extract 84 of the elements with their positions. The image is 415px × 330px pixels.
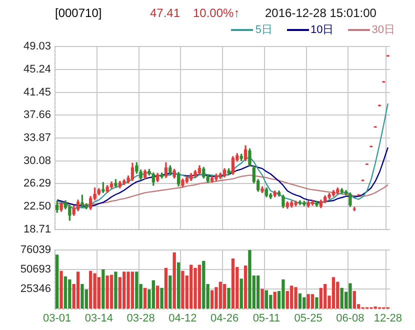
bar [110,274,114,309]
bar [97,277,101,309]
bar [273,292,276,309]
bar [76,272,80,309]
y-tick-label: 33.87 [23,132,51,144]
x-tick-label: 04-12 [168,312,197,324]
y-tick-label: 18.71 [23,223,51,236]
bar [340,288,344,309]
bar [248,250,252,309]
bar [164,268,168,309]
bar [264,290,268,309]
bar [56,254,59,309]
x-tick-label: 03-14 [84,312,114,324]
bar [102,269,105,309]
y-tick-label: 25346 [20,283,51,296]
bar [202,260,206,309]
bar [310,294,314,309]
text: 2016-12-28 15:01:00 [265,6,376,20]
bar [152,280,155,309]
bar [68,279,72,309]
bar [294,287,298,309]
bar [122,272,126,309]
bar [93,273,96,309]
bar [332,277,336,309]
bar [223,284,226,309]
legend-label: 10日 [310,23,334,37]
y-tick-label: 41.45 [23,86,51,98]
bar [80,284,84,309]
bar [319,288,322,309]
bar [89,270,92,309]
bar [172,252,176,309]
bar [198,264,202,309]
chart-title: [000710] [55,6,102,20]
x-tick-label: 03-28 [126,312,155,324]
text: 10.00%↑ [193,6,240,20]
y-tick-label: 45.24 [23,63,51,76]
bar [227,288,230,309]
bar [135,272,138,309]
bar [160,288,164,309]
bar [60,270,63,309]
bar [181,270,184,309]
y-tick-label: 76039 [20,244,51,256]
bar [306,294,310,309]
bar [315,297,318,309]
x-tick-label: 05-25 [294,312,322,324]
bar [290,286,294,309]
bar [231,258,235,309]
bar [106,276,109,309]
bar [282,279,285,309]
bar [298,293,302,309]
text: 47.41 [150,6,180,20]
x-tick-label: 05-11 [252,312,280,324]
bar [240,278,243,309]
bar [260,288,264,309]
bar [156,286,160,309]
x-tick-label: 12-28 [374,312,402,324]
y-tick-label: 50693 [20,264,51,276]
bar [114,272,118,309]
bar [244,265,248,309]
bar [324,284,327,309]
y-tick-label: 26.29 [23,178,51,190]
bar [256,276,260,309]
bar [348,283,352,309]
bar [352,291,356,309]
bar [302,297,306,309]
bar [176,262,180,309]
y-tick-label: 37.66 [23,109,51,122]
y-tick-label: 49.03 [23,40,51,53]
bar [194,268,197,309]
bar [168,276,172,309]
bar [210,290,214,309]
bar [126,272,130,309]
bar [130,272,134,309]
bar [190,264,193,309]
legend-label: 5日 [254,23,272,37]
x-tick-label: 03-01 [43,312,72,324]
x-tick-label: 04-26 [210,312,239,324]
bar [64,276,68,309]
legend-label: 30日 [370,23,395,37]
x-tick-label: 06-08 [336,312,364,324]
bar [143,288,147,309]
y-tick-label: 22.50 [23,200,51,213]
y-tick-label: 30.08 [23,154,51,167]
bar [218,282,222,309]
